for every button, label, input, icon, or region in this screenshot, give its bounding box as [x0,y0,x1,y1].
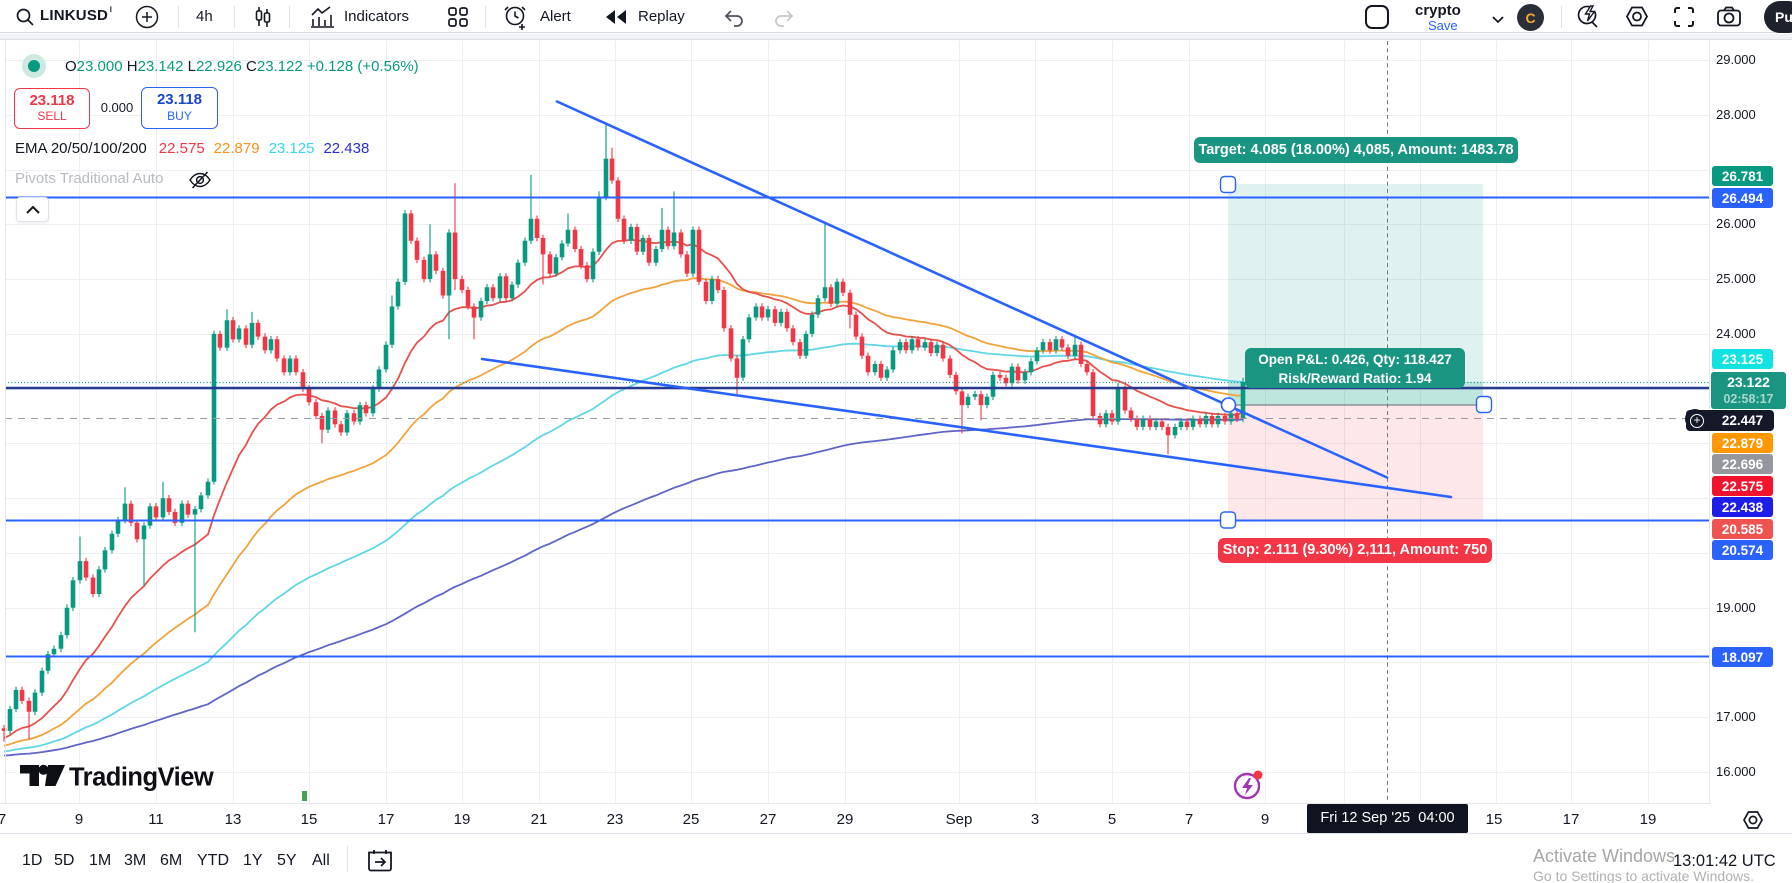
svg-text:TradingView: TradingView [69,764,214,792]
